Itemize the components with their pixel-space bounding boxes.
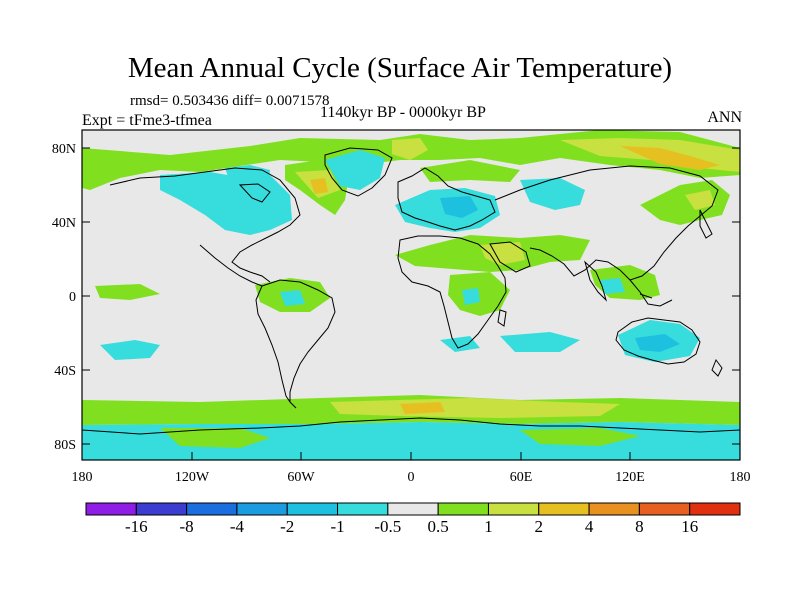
season-label: ANN <box>707 109 742 126</box>
lon-label-120w: 120W <box>175 470 210 485</box>
antarctic-warm-patch-2 <box>520 428 640 446</box>
antarctic-warm-patch <box>160 428 270 448</box>
colorbar-swatch <box>689 502 741 516</box>
africa-warm-region <box>448 272 510 316</box>
colorbar-label: 0.5 <box>427 517 449 536</box>
indian-ocean-cool-patch <box>500 332 580 352</box>
colorbar <box>85 502 741 516</box>
south-america-cool-patch <box>280 290 305 306</box>
australia-darker-cool-patch <box>635 334 680 352</box>
hudson-bay-coastline <box>238 183 271 203</box>
asia-coastline <box>494 165 719 281</box>
europe-darker-cool-patch <box>440 196 478 218</box>
colorbar-label: -1 <box>330 517 345 536</box>
south-america-coastline <box>255 279 336 409</box>
colorbar-label: -0.5 <box>374 517 402 536</box>
map-title: Mean Annual Cycle (Surface Air Temperatu… <box>127 52 673 84</box>
lat-label-80n: 80N <box>52 142 76 157</box>
lat-label-80s: 80S <box>54 438 76 453</box>
statistics-text: rmsd= 0.503436 diff= 0.0071578 <box>130 93 330 109</box>
colorbar-label: 2 <box>534 517 544 536</box>
lon-label-60w: 60W <box>287 470 315 485</box>
colorbar-swatch <box>236 502 288 516</box>
anomaly-field <box>82 130 740 460</box>
north-america-coastline <box>109 167 301 283</box>
colorbar-label: 8 <box>635 517 644 536</box>
colorbar-label: 4 <box>584 517 594 536</box>
lon-label-120e: 120E <box>615 470 645 485</box>
colorbar-label: -16 <box>124 517 148 536</box>
greenland-coastline <box>324 147 393 197</box>
arctic-orange-patch <box>620 146 720 170</box>
japan-coastline <box>699 209 713 239</box>
colorbar-swatch <box>638 502 691 516</box>
east-africa-cool-patch <box>462 288 480 305</box>
colorbar-swatch <box>437 502 489 516</box>
greenland-yellow-patch <box>392 138 428 160</box>
antarctica-coastline <box>82 417 740 435</box>
east-asia-yellow-patch <box>685 190 715 210</box>
coastlines <box>82 147 740 435</box>
pacific-warm-patch <box>95 284 160 300</box>
south-atlantic-cool-patch <box>440 336 480 352</box>
africa-coastline <box>397 235 507 349</box>
colorbar-label: -4 <box>229 517 245 536</box>
india-cool-patch <box>600 278 625 294</box>
arabia-coastline <box>489 241 531 273</box>
colorbar-swatch <box>487 502 540 516</box>
colorbar-swatch <box>337 502 389 516</box>
arabia-yellow-patch <box>480 242 525 265</box>
lat-label-40s: 40S <box>54 364 76 379</box>
southeast-asia-coastline <box>629 279 673 307</box>
australia-coastline <box>615 317 701 365</box>
colorbar-swatch <box>538 502 590 516</box>
new-zealand-coastline <box>711 358 723 377</box>
lon-label-180e: 180 <box>730 470 751 485</box>
central-america-coastline <box>199 244 263 287</box>
india-coastline <box>584 260 608 302</box>
period-label: 1140kyr BP - 0000kyr BP <box>320 104 486 121</box>
southern-ocean-yellow-patch <box>330 398 620 418</box>
colorbar-label: 16 <box>681 517 699 536</box>
greenland-cool-region <box>325 150 385 190</box>
europe-coastline <box>397 167 496 231</box>
experiment-label: Expt = tFme3-tfmea <box>82 112 212 129</box>
colorbar-swatch <box>286 502 339 516</box>
colorbar-label: -2 <box>280 517 295 536</box>
south-pacific-cool-patch <box>100 340 160 360</box>
lat-label-40n: 40N <box>52 216 76 231</box>
tick-marks <box>81 147 741 460</box>
north-america-cool-region <box>160 172 292 235</box>
colorbar-swatch <box>186 502 238 516</box>
lon-label-60e: 60E <box>510 470 533 485</box>
colorbar-swatch <box>588 502 640 516</box>
colorbar-label: -8 <box>179 517 194 536</box>
lon-label-180w: 180 <box>72 470 93 485</box>
colorbar-swatch <box>387 502 439 516</box>
lat-label-0: 0 <box>69 290 76 305</box>
labrador-orange-patch <box>310 178 328 194</box>
colorbar-swatch <box>85 502 137 516</box>
north-america-cool-region-2 <box>225 165 270 188</box>
scandinavia-warm-region <box>420 160 520 182</box>
colorbar-swatch <box>135 502 188 516</box>
lon-label-0: 0 <box>408 470 415 485</box>
siberia-cool-patch <box>520 178 585 210</box>
madagascar-coastline <box>497 309 507 327</box>
colorbar-label: 1 <box>484 517 493 536</box>
southern-ocean-orange-patch <box>400 402 445 414</box>
